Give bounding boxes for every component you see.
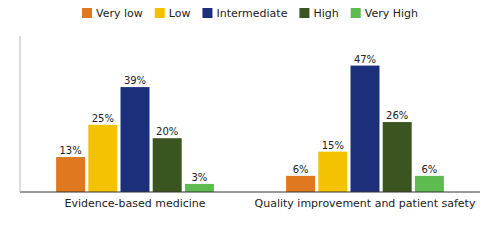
bar (383, 122, 412, 192)
legend-item: Very High (351, 7, 418, 20)
bar (286, 176, 315, 192)
bars (56, 66, 444, 192)
data-label: 13% (59, 145, 81, 156)
legend-swatch (351, 8, 361, 18)
legend-label: High (313, 7, 338, 20)
legend-swatch (155, 8, 165, 18)
chart: 13% 25% 39% 20% 3% 6% 15% 47% 26% 6% Evidence-base… (0, 0, 500, 227)
data-label: 6% (421, 164, 437, 175)
data-labels: 13% 25% 39% 20% 3% 6% 15% 47% 26% 6% (59, 54, 437, 183)
x-axis (20, 192, 480, 193)
bar (415, 176, 444, 192)
legend-label: Low (169, 7, 191, 20)
y-axis (20, 36, 21, 192)
bar (88, 125, 117, 192)
legend-label: Intermediate (216, 7, 287, 20)
bar (56, 157, 85, 192)
data-label: 26% (386, 110, 408, 121)
data-label: 3% (191, 172, 207, 183)
legend-swatch (82, 8, 92, 18)
legend-swatch (299, 8, 309, 18)
bar (153, 138, 182, 192)
legend-item: Intermediate (202, 7, 287, 20)
legend-label: Very low (96, 7, 143, 20)
x-tick-label: Evidence-based medicine (64, 197, 205, 210)
bar (185, 184, 214, 192)
legend-item: High (299, 7, 338, 20)
legend-swatch (202, 8, 212, 18)
data-label: 47% (354, 54, 376, 65)
legend: Very low Low Intermediate High Very High (82, 7, 418, 20)
data-label: 20% (156, 126, 178, 137)
legend-item: Very low (82, 7, 143, 20)
legend-label: Very High (365, 7, 418, 20)
x-tick-label: Quality improvement and patient safety (255, 197, 476, 210)
data-label: 25% (92, 113, 114, 124)
legend-item: Low (155, 7, 191, 20)
data-label: 39% (124, 75, 146, 86)
data-label: 15% (322, 140, 344, 151)
data-label: 6% (293, 164, 309, 175)
bar (121, 87, 150, 192)
bar (351, 66, 380, 192)
bar (318, 152, 347, 192)
